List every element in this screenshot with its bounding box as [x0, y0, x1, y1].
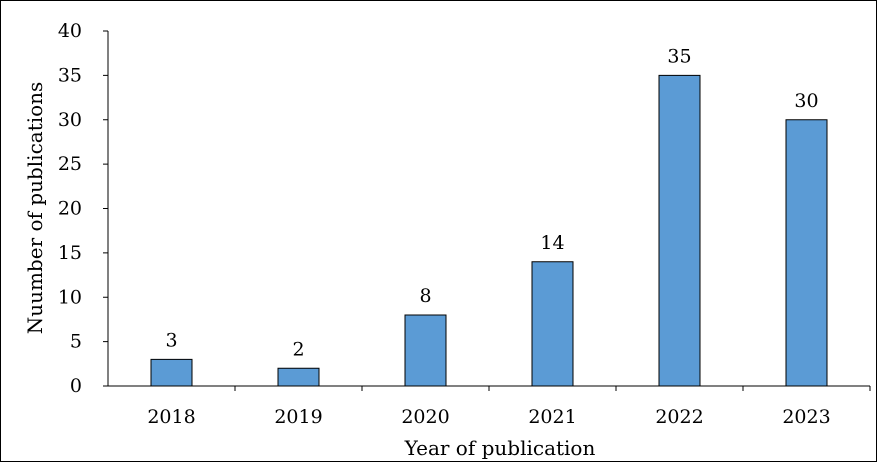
x-tick-label: 2019: [274, 406, 322, 428]
bar-2022: [658, 74, 701, 387]
x-tick-label: 2018: [147, 406, 195, 428]
y-tick-label: 15: [58, 242, 82, 264]
data-label-2022: 35: [667, 45, 691, 67]
x-axis-ticks: 2018 2019 2020 2021 2022 2023: [147, 386, 871, 428]
bars: [150, 74, 828, 387]
data-labels: 3 2 8 14 35 30: [165, 45, 818, 360]
y-tick-label: 25: [58, 153, 82, 175]
y-tick-label: 20: [58, 198, 82, 220]
y-axis-ticks: 0 5 10 15 20 25 30 35 40: [58, 20, 108, 397]
bar-2023: [785, 119, 828, 387]
x-tick-label: 2022: [655, 406, 703, 428]
x-axis-label: Year of publication: [404, 436, 596, 460]
y-axis-label: Nuumber of publications: [23, 82, 47, 335]
data-label-2019: 2: [292, 338, 304, 360]
y-tick-label: 5: [70, 331, 82, 353]
bar-2020: [404, 314, 447, 387]
bar-2019: [277, 367, 320, 387]
data-label-2018: 3: [165, 329, 177, 351]
x-tick-label: 2020: [401, 406, 449, 428]
x-tick-label: 2021: [528, 406, 576, 428]
data-label-2021: 14: [540, 232, 564, 254]
y-tick-label: 0: [70, 375, 82, 397]
data-label-2020: 8: [419, 285, 431, 307]
bar-2018: [150, 358, 193, 387]
bar-2021: [531, 261, 574, 387]
data-label-2023: 30: [794, 90, 818, 112]
y-tick-label: 30: [58, 109, 82, 131]
x-tick-label: 2023: [782, 406, 830, 428]
y-tick-label: 40: [58, 20, 82, 42]
y-tick-label: 10: [58, 286, 82, 308]
y-tick-label: 35: [58, 64, 82, 86]
